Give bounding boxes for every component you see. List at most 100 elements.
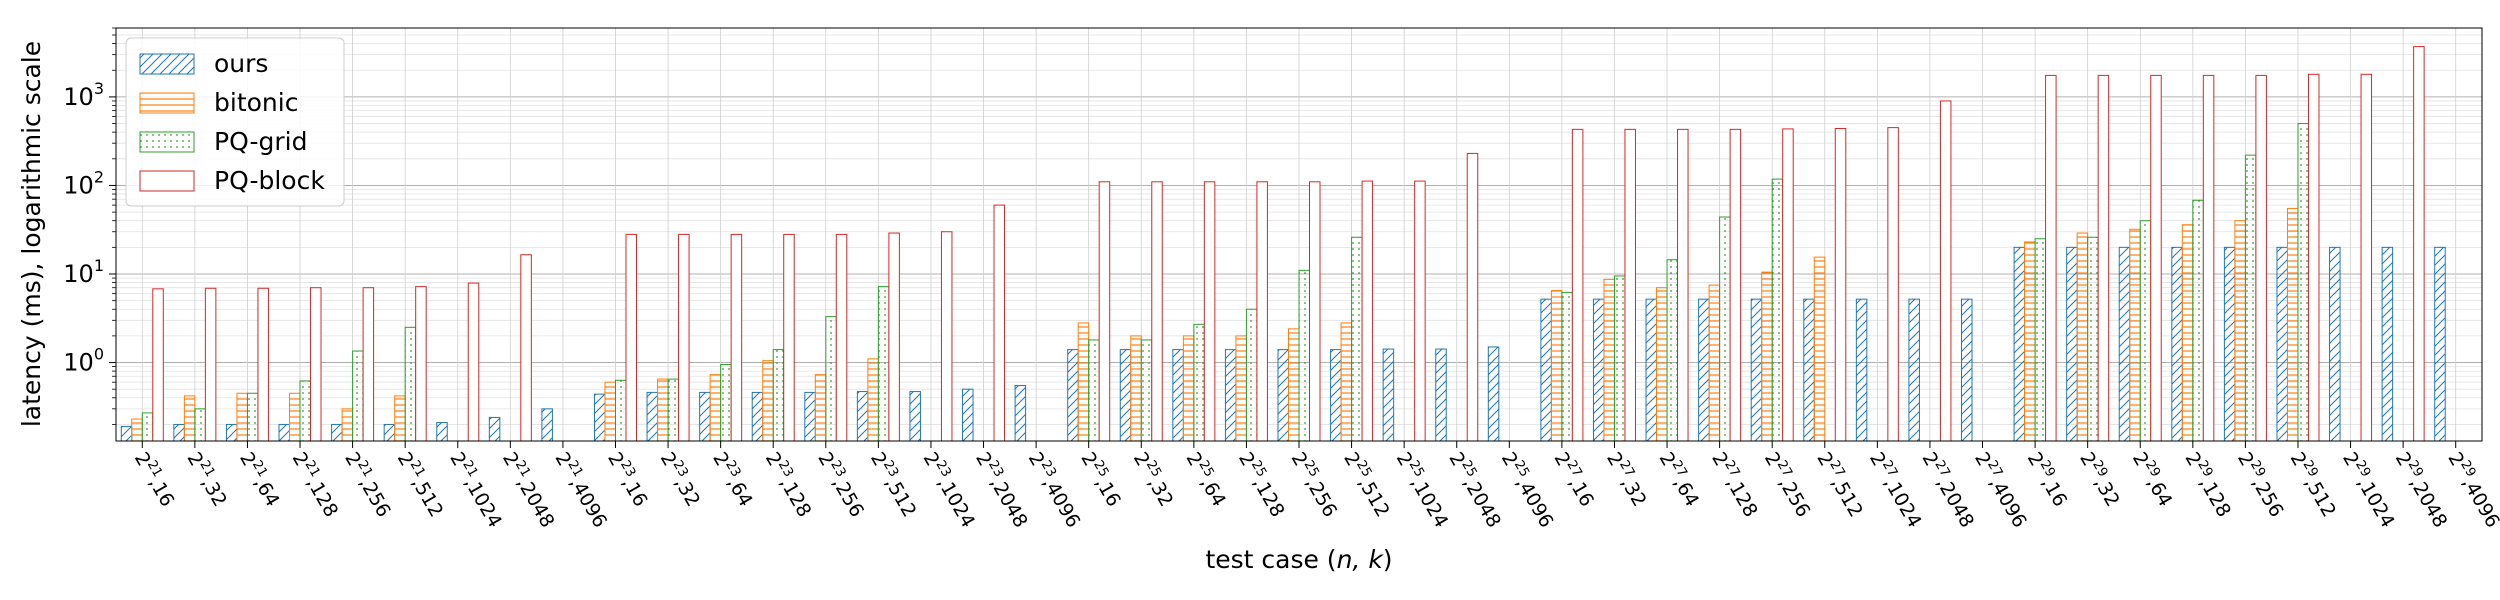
bar-bitonic-27 — [1550, 290, 1563, 441]
bar-ours-33 — [1855, 298, 1868, 441]
x-tick-label: 229,512 — [2286, 448, 2342, 521]
x-axis-label-vars: n, k — [1337, 545, 1385, 574]
bar-ours-25 — [1435, 348, 1447, 441]
bar-ours-8 — [541, 408, 553, 441]
bar-bitonic-29 — [1656, 287, 1668, 441]
bar-PQ-block-22 — [1309, 181, 1321, 441]
x-tick-label: 221,16 — [130, 448, 180, 511]
bar-PQ-block-37 — [2097, 74, 2110, 441]
legend-frame — [125, 37, 345, 207]
bar-PQ-grid-19 — [1140, 339, 1153, 441]
bar-PQ-grid-37 — [2087, 236, 2099, 441]
bar-ours-6 — [436, 422, 448, 441]
x-tick-label: 227,128 — [1707, 448, 1763, 521]
bar-PQ-block-24 — [1414, 180, 1426, 441]
bar-ours-30 — [1698, 298, 1710, 441]
bar-ours-44 — [2434, 246, 2446, 441]
bar-PQ-block-11 — [730, 233, 743, 441]
x-tick-label: 225,16 — [1076, 448, 1126, 511]
x-tick-label: 229,16 — [2023, 448, 2073, 511]
bar-PQ-grid-30 — [1719, 216, 1731, 441]
bar-PQ-grid-11 — [720, 364, 732, 441]
bar-PQ-block-38 — [2150, 74, 2162, 441]
bar-PQ-block-4 — [362, 287, 375, 441]
bar-ours-16 — [962, 388, 974, 441]
bar-ours-3 — [278, 423, 291, 441]
bar-ours-29 — [1645, 298, 1658, 441]
bar-ours-42 — [2329, 246, 2341, 441]
bar-PQ-grid-4 — [352, 350, 364, 441]
bar-bitonic-37 — [2076, 232, 2089, 441]
series-ours — [120, 246, 2446, 441]
bar-PQ-grid-18 — [1088, 339, 1100, 441]
bar-ours-23 — [1330, 349, 1342, 441]
bar-PQ-block-12 — [783, 233, 795, 441]
bar-ours-12 — [751, 391, 764, 441]
legend-label-PQ-grid: PQ-grid — [214, 127, 307, 156]
x-tick-label: 223,256 — [813, 448, 869, 521]
bar-bitonic-22 — [1288, 328, 1300, 441]
bar-bitonic-39 — [2181, 224, 2194, 441]
bar-ours-41 — [2276, 246, 2288, 441]
y-tick-label: 102 — [63, 167, 104, 199]
x-tick-label: 221,256 — [340, 448, 396, 521]
bar-bitonic-13 — [814, 374, 827, 441]
bar-PQ-block-21 — [1256, 181, 1268, 441]
bar-PQ-block-28 — [1624, 128, 1636, 441]
bar-ours-27 — [1540, 298, 1552, 441]
legend-swatch-ours — [139, 53, 195, 75]
bar-PQ-block-29 — [1677, 128, 1689, 441]
y-tick-label: 101 — [63, 256, 104, 288]
bar-ours-18 — [1067, 349, 1079, 441]
bar-PQ-grid-29 — [1666, 259, 1679, 441]
x-axis-label-suffix: ) — [1383, 545, 1393, 574]
bar-ours-13 — [804, 391, 816, 441]
x-tick-label: 229,256 — [2233, 448, 2289, 521]
bar-PQ-grid-10 — [667, 378, 680, 441]
bar-ours-40 — [2223, 246, 2236, 441]
bar-ours-10 — [646, 391, 659, 441]
bars — [120, 46, 2446, 441]
bar-bitonic-41 — [2286, 207, 2299, 441]
bar-PQ-block-13 — [835, 233, 848, 441]
bar-ours-39 — [2171, 246, 2183, 441]
bar-ours-4 — [331, 423, 343, 441]
x-tick-label: 227,256 — [1760, 448, 1816, 521]
bar-PQ-grid-27 — [1561, 291, 1573, 441]
series-PQ-block — [152, 46, 2425, 441]
bar-PQ-grid-14 — [877, 286, 890, 441]
legend-swatch-PQ-grid — [139, 131, 195, 153]
bar-bitonic-20 — [1182, 335, 1195, 441]
bar-bitonic-23 — [1340, 322, 1353, 441]
legend-swatch-bitonic — [139, 92, 195, 114]
bar-bitonic-36 — [2024, 241, 2036, 441]
bar-PQ-grid-9 — [614, 379, 627, 441]
bar-PQ-block-0 — [152, 288, 164, 441]
bar-PQ-block-14 — [888, 232, 900, 441]
bar-bitonic-9 — [604, 381, 616, 441]
bar-ours-24 — [1382, 348, 1395, 441]
bar-PQ-grid-38 — [2139, 220, 2152, 441]
x-tick-label: 225,32 — [1129, 448, 1179, 511]
x-tick-label: 223,16 — [603, 448, 653, 511]
bar-PQ-block-7 — [520, 254, 532, 441]
x-tick-label: 225,128 — [1234, 448, 1290, 521]
x-tick-label: 229,64 — [2128, 448, 2178, 511]
bar-PQ-grid-39 — [2192, 199, 2204, 441]
y-axis: 100 101 102 103 — [63, 27, 116, 425]
bar-PQ-block-9 — [625, 233, 637, 441]
x-tick-label: 225,512 — [1339, 448, 1395, 521]
bar-PQ-grid-13 — [825, 316, 837, 441]
bar-ours-17 — [1014, 385, 1027, 441]
bar-bitonic-5 — [394, 395, 406, 441]
x-tick-label: 223,64 — [708, 448, 758, 511]
bar-PQ-grid-2 — [246, 392, 259, 441]
y-axis-label: latency (ms), logarithmic scale — [17, 41, 46, 427]
y-tick-label: 103 — [63, 79, 104, 111]
x-tick-label: 227,32 — [1602, 448, 1652, 511]
bar-PQ-block-1 — [204, 287, 217, 441]
bar-bitonic-12 — [762, 360, 774, 441]
legend-label-bitonic: bitonic — [214, 88, 298, 117]
bar-PQ-block-31 — [1782, 128, 1794, 441]
